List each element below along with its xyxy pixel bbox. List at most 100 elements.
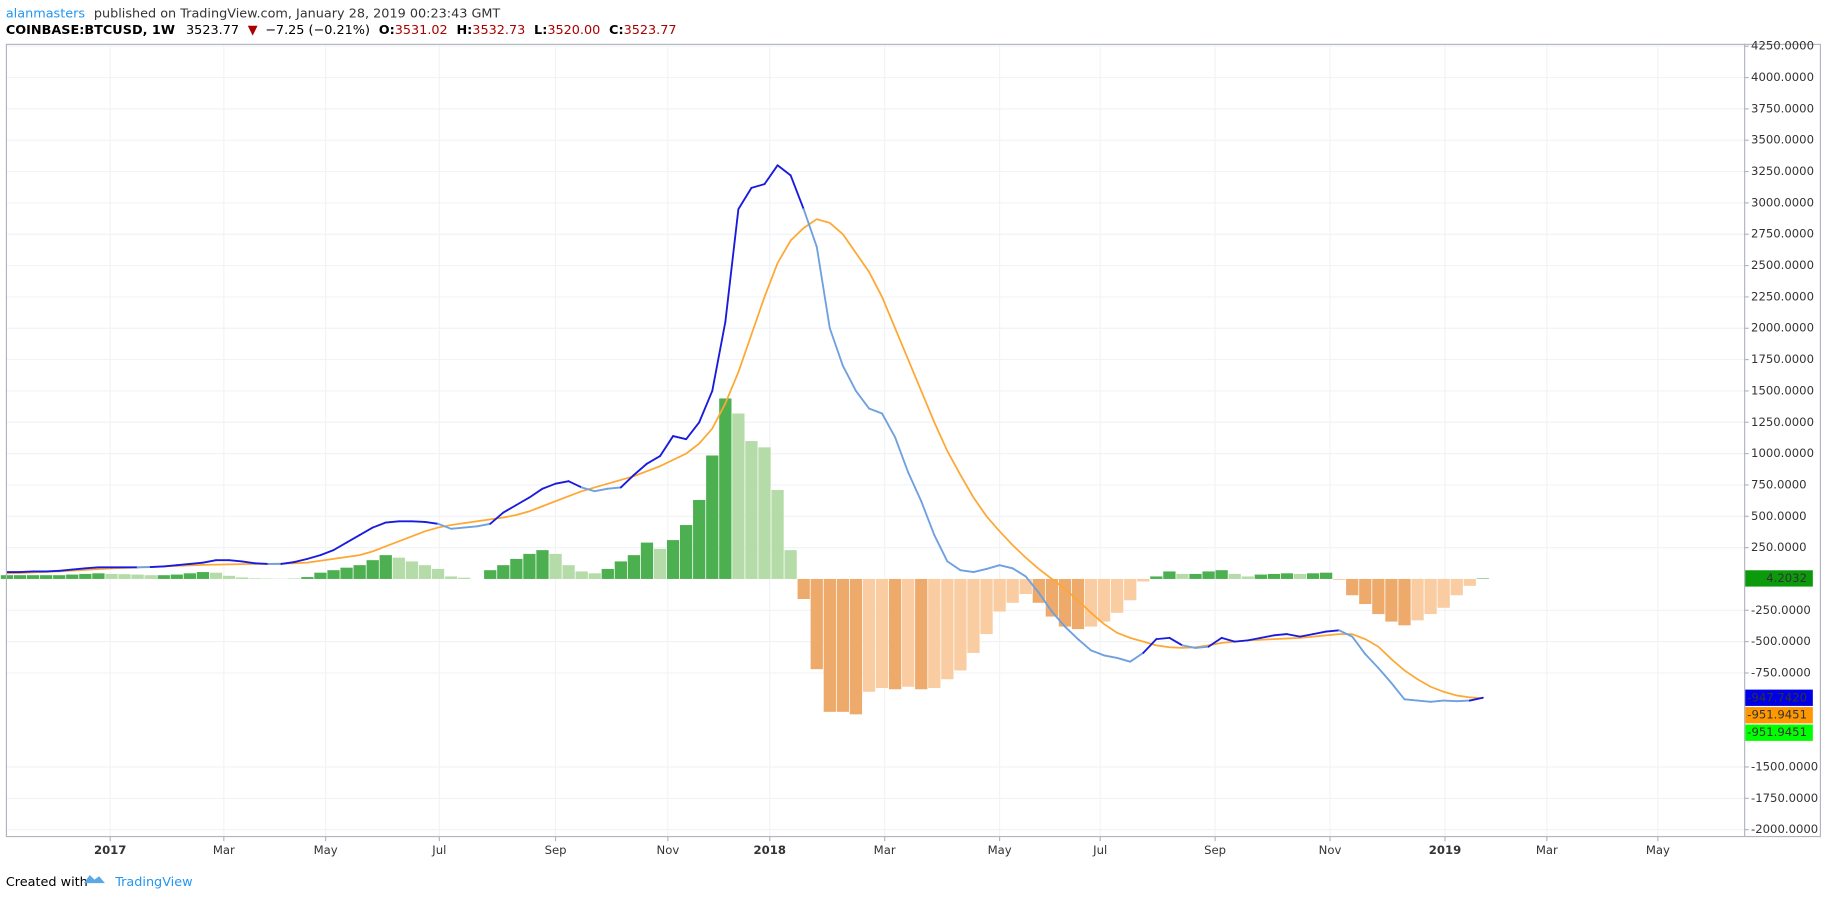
macd-line-segment: [593, 487, 609, 493]
histogram-bar: [902, 578, 915, 687]
last-value-box: [1745, 724, 1813, 741]
brand[interactable]: TradingView: [114, 875, 192, 890]
macd-line-segment: [1455, 699, 1471, 703]
histogram-bar: [745, 441, 758, 579]
macd-line-segment: [1220, 636, 1236, 643]
macd-line-segment: [828, 327, 844, 367]
macd-line-segment: [1024, 575, 1040, 594]
histogram-bar: [1084, 578, 1098, 627]
macd-line-segment: [384, 520, 400, 524]
close: 3523.77: [624, 22, 677, 37]
x-tick-label: May: [988, 843, 1012, 857]
histogram-bar: [327, 570, 340, 579]
macd-line-segment: [1312, 630, 1328, 636]
macd-line-segment: [58, 568, 74, 572]
histogram-bar: [366, 560, 379, 579]
macd-line-segment: [228, 559, 244, 563]
macd-line-segment: [1077, 638, 1092, 652]
macd-line-segment: [437, 522, 452, 530]
histogram-bar: [196, 572, 210, 579]
macd-line-segment: [541, 482, 557, 490]
x-tick-label: 2017: [94, 843, 126, 857]
macd-line-segment: [1246, 636, 1262, 642]
x-tick-label: Sep: [545, 843, 567, 857]
histogram-bar: [1267, 573, 1281, 579]
macd-line-segment: [894, 436, 910, 474]
macd-line-segment: [358, 526, 374, 537]
histogram-bar: [1372, 578, 1385, 615]
histogram-bar: [653, 548, 667, 579]
macd-line-segment: [254, 562, 270, 565]
grid: [6, 44, 1745, 837]
histogram-bar: [875, 578, 889, 689]
histogram-bar: [314, 572, 327, 579]
macd-line-segment: [920, 500, 936, 537]
macd-line-segment: [1155, 636, 1171, 641]
x-tick-label: Jul: [1092, 843, 1107, 857]
macd-line-segment: [1429, 699, 1445, 703]
histogram-bar: [510, 558, 523, 579]
high-label: H:: [456, 22, 472, 37]
author[interactable]: alanmasters: [6, 6, 86, 21]
published: published on TradingView.com, January 28…: [94, 6, 501, 21]
y-tick-label: 1250.0000: [1751, 415, 1814, 429]
histogram-bar: [144, 575, 157, 579]
price: 3523.77: [186, 22, 239, 37]
histogram-bar: [1476, 578, 1489, 579]
histogram-bar: [1215, 570, 1228, 579]
histogram-bar: [418, 565, 432, 579]
histogram-bar: [1228, 573, 1241, 579]
histogram-bar: [209, 572, 223, 579]
histogram-bar: [40, 575, 53, 579]
histogram-bar: [457, 577, 471, 579]
macd-line-segment: [1442, 699, 1458, 703]
last-value-box: [1745, 570, 1813, 587]
x-tick-label: Mar: [874, 843, 896, 857]
histogram-bar: [1241, 576, 1254, 579]
macd-line-segment: [841, 364, 857, 392]
y-tick-label: -250.0000: [1751, 603, 1811, 617]
last-value-box: [1745, 689, 1813, 706]
macd-line-segment: [672, 435, 688, 441]
histogram-bar: [862, 578, 876, 692]
macd-line-segment: [201, 559, 217, 564]
y-tick-label: 2000.0000: [1751, 321, 1814, 335]
macd-line-segment: [476, 522, 492, 528]
histogram-bar: [1097, 578, 1111, 622]
histogram-bar: [993, 578, 1006, 612]
y-tick-label: 3500.0000: [1751, 133, 1814, 147]
macd-line-segment: [1351, 635, 1367, 656]
macd-line-segment: [1403, 698, 1419, 702]
macd-line-segment: [619, 473, 635, 489]
macd-line-segment: [1011, 567, 1027, 578]
macd-line-segment: [881, 412, 897, 439]
macd-line-segment: [293, 557, 309, 563]
open-label: O:: [379, 22, 395, 37]
macd-line-segment: [1272, 633, 1288, 637]
histogram-bar: [301, 577, 314, 579]
macd-line-segment: [1194, 645, 1210, 649]
macd-line-segment: [84, 566, 100, 570]
histogram-bar: [980, 578, 993, 635]
x-tick-label: Jul: [431, 843, 446, 857]
macd-line-segment: [1377, 667, 1393, 684]
macd-line-segment: [1142, 638, 1158, 654]
y-tick-label: 3000.0000: [1751, 195, 1814, 209]
macd-line-segment: [1390, 682, 1406, 701]
macd-line-segment: [776, 164, 792, 177]
y-tick-label: 250.0000: [1751, 540, 1807, 554]
y-tick-label: -1750.0000: [1751, 791, 1818, 805]
histogram-bar: [1163, 571, 1176, 579]
histogram-bar: [1437, 578, 1450, 608]
histogram-bar: [797, 578, 810, 600]
macd-line-segment: [162, 564, 178, 568]
last-value-label: -947.7420: [1747, 690, 1807, 704]
axes: [5, 43, 1822, 842]
histogram-bar: [92, 573, 105, 579]
last-value-label: -951.9451: [1747, 708, 1807, 722]
histogram-bar: [1137, 578, 1150, 582]
macd-line-segment: [1325, 629, 1341, 633]
macd-line-segment: [502, 504, 518, 514]
